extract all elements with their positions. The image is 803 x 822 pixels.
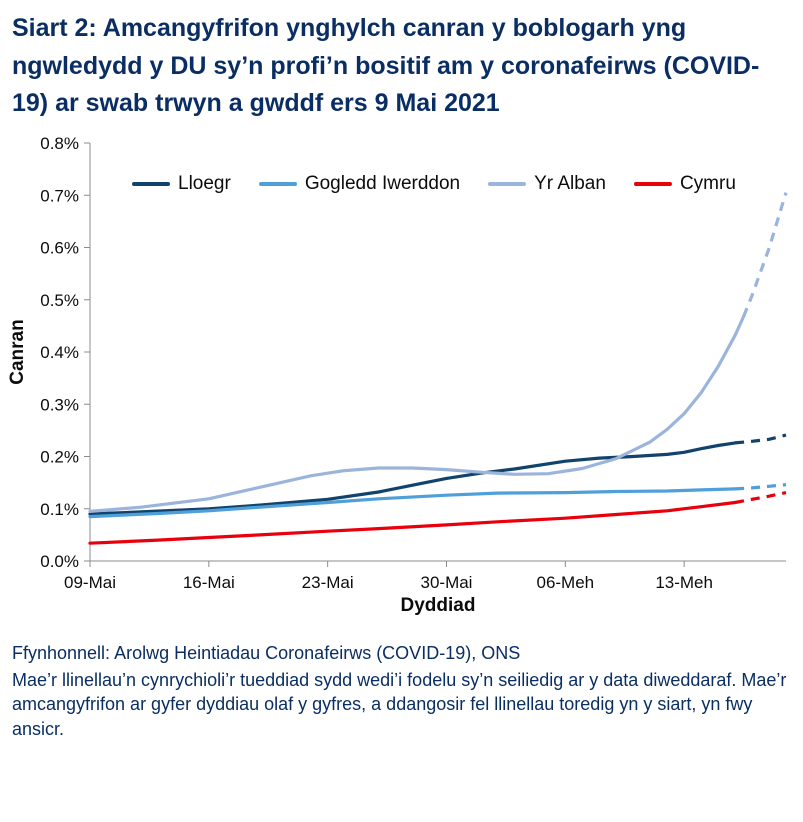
method-note: Mae’r llinellau’n cynrychioli’r tueddiad… (12, 669, 787, 739)
series-line-solid (88, 440, 737, 516)
y-axis-title: Canran (7, 318, 28, 385)
x-tick-label: 30-Mai (421, 573, 473, 592)
x-tick-label: 23-Mai (302, 573, 354, 592)
chart-footer: Ffynhonnell: Arolwg Heintiadau Coronafei… (12, 641, 789, 742)
y-tick-label: 0.3% (40, 395, 79, 414)
x-tick-label: 13-Meh (655, 573, 713, 592)
y-tick-label: 0.4% (40, 343, 79, 362)
chart: Lloegr Gogledd Iwerddon Yr Alban Cymru 0.0%… (6, 129, 803, 637)
y-tick-label: 0.8% (40, 134, 79, 153)
series-line-solid (88, 314, 746, 513)
series-line-dashed (742, 191, 788, 317)
y-tick-label: 0.6% (40, 238, 79, 257)
page: Siart 2: Amcangyfrifon ynghylch canran y… (0, 10, 803, 822)
x-tick-label: 16-Mai (183, 573, 235, 592)
series-line-solid (88, 500, 737, 545)
y-tick-label: 0.1% (40, 499, 79, 518)
y-tick-label: 0.0% (40, 552, 79, 571)
source-note: Ffynhonnell: Arolwg Heintiadau Coronafei… (12, 642, 521, 663)
y-tick-label: 0.7% (40, 186, 79, 205)
line-chart: 0.0% 0.1% 0.2% 0.3% 0.4% 0.5% 0.6% 0.7% 0.8% 09-M… (40, 134, 788, 592)
y-tick-label: 0.2% (40, 447, 79, 466)
x-tick-label: 06-Meh (536, 573, 594, 592)
x-axis-title: Dyddiad (400, 594, 476, 616)
y-tick-label: 0.5% (40, 290, 79, 309)
series-line-dashed (735, 482, 787, 490)
series-line-dashed (734, 433, 787, 444)
x-tick-label: 09-Mai (64, 573, 116, 592)
chart-title: Siart 2: Amcangyfrifon ynghylch canran y… (12, 14, 760, 117)
series-line-dashed (734, 490, 787, 504)
series-line-solid (88, 486, 737, 518)
